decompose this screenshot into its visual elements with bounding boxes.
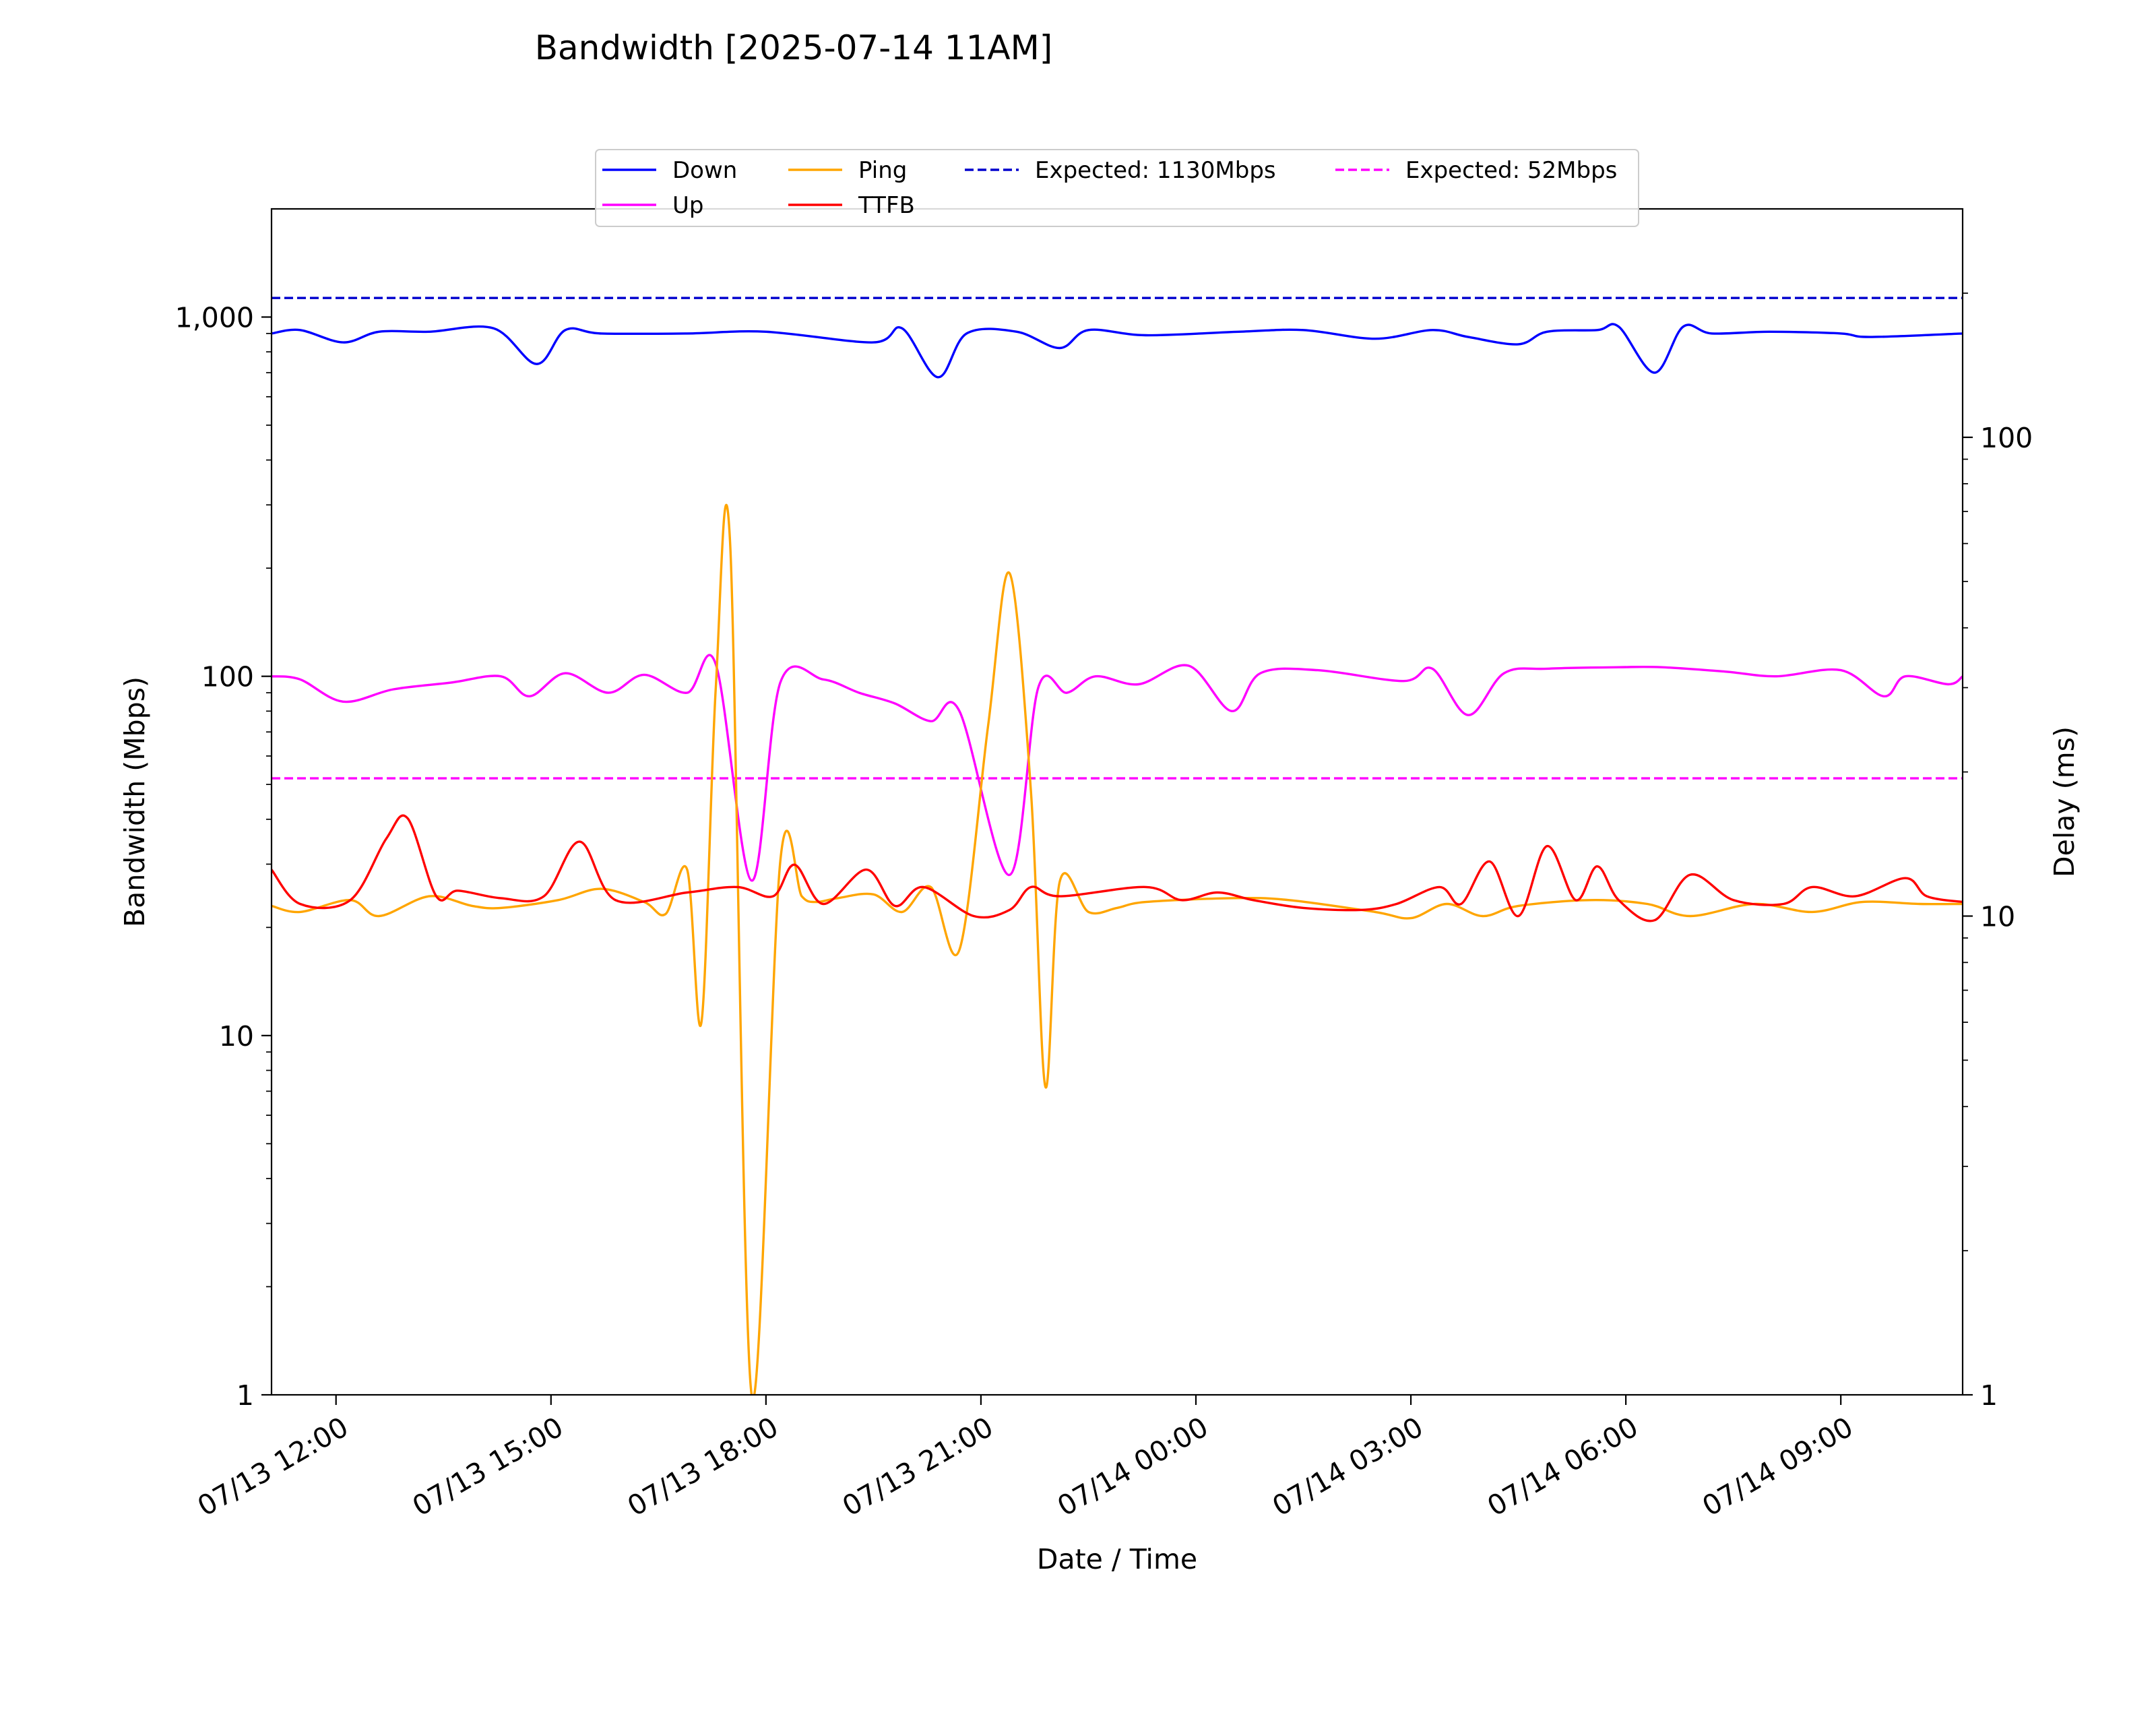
series-line-ttfb (272, 814, 1963, 922)
x-tick-label: 07/14 00:00 (1052, 1410, 1213, 1522)
y-tick-label: 10 (219, 1020, 254, 1053)
y2-axis-title: Delay (ms) (2048, 726, 2081, 877)
x-tick-label: 07/14 03:00 (1267, 1410, 1428, 1522)
y2-tick-label: 1 (1980, 1379, 1998, 1412)
legend-label: TTFB (858, 192, 915, 219)
y2-tick-label: 10 (1980, 900, 2015, 933)
y-tick-label: 1 (236, 1379, 254, 1412)
chart-title: Bandwidth [2025-07-14 11AM] (535, 28, 1053, 67)
series-line-down (272, 323, 1963, 379)
legend-label: Up (672, 192, 703, 219)
y-axis-right: 1 10 100 (1963, 292, 2033, 1412)
legend-label: Down (672, 157, 737, 184)
x-tick-label: 07/13 21:00 (837, 1410, 998, 1522)
x-axis: 07/13 12:00 07/13 15:00 07/13 18:00 07/13 2… (192, 1395, 1858, 1523)
y-axis-left: 1 10 100 1,000 (175, 301, 272, 1412)
legend-label: Expected: 1130Mbps (1035, 157, 1276, 184)
legend: Down Up Ping TTFB Expected: 1130Mbps Expected… (595, 149, 1639, 227)
legend-label: Expected: 52Mbps (1405, 157, 1617, 184)
series-line-ping (272, 503, 1963, 1395)
x-axis-title: Date / Time (1037, 1543, 1197, 1575)
y2-tick-label: 100 (1980, 422, 2033, 454)
legend-label: Ping (858, 157, 907, 184)
y-tick-label: 100 (201, 661, 254, 693)
x-tick-label: 07/13 12:00 (192, 1410, 354, 1522)
plot-frame (270, 208, 1964, 1396)
y-tick-label: 1,000 (175, 301, 254, 334)
plot-lines (272, 296, 1963, 1395)
x-tick-label: 07/14 09:00 (1697, 1410, 1858, 1522)
x-tick-label: 07/14 06:00 (1482, 1410, 1643, 1522)
x-tick-label: 07/13 15:00 (407, 1410, 569, 1522)
y-axis-title: Bandwidth (Mbps) (119, 677, 151, 927)
series-line-up (272, 654, 1963, 882)
x-tick-label: 07/13 18:00 (622, 1410, 784, 1522)
